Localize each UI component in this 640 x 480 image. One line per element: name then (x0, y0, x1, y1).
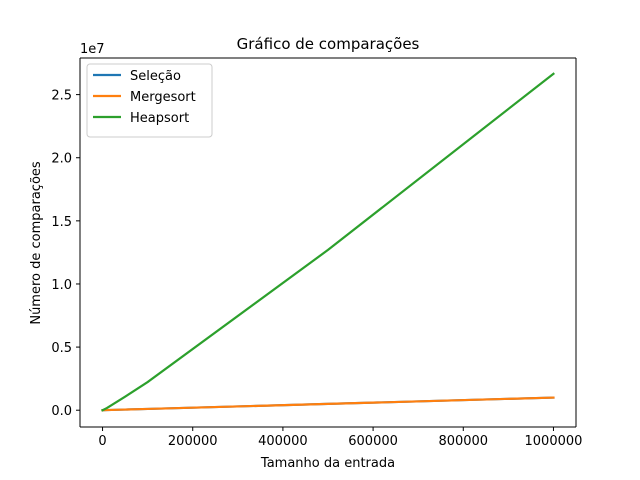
chart-title: Gráfico de comparações (237, 35, 420, 53)
x-tick-label: 400000 (258, 434, 308, 449)
legend-label-3: Heapsort (130, 111, 189, 126)
series-line-2 (101, 396, 555, 412)
x-tick-label: 600000 (348, 434, 398, 449)
legend-label-2: Mergesort (130, 90, 196, 105)
x-tick-label: 200000 (168, 434, 218, 449)
legend: Seleção Mergesort Heapsort (86, 63, 213, 138)
y-tick-label: 1.0 (51, 278, 72, 293)
y-tick-label: 2.0 (51, 152, 72, 167)
y-tick-label: 0.5 (51, 341, 72, 356)
legend-label-1: Seleção (130, 69, 181, 84)
series-line-3 (101, 72, 555, 412)
y-axis-label: Número de comparações (29, 161, 44, 325)
legend-box (86, 63, 213, 138)
y-tick-label: 1.5 (51, 215, 72, 230)
x-tick-label: 0 (98, 434, 106, 449)
series-layer (101, 72, 555, 412)
x-axis-label: Tamanho da entrada (260, 456, 395, 471)
y-tick-label: 2.5 (51, 89, 72, 104)
x-tick-label: 800000 (438, 434, 488, 449)
y-axis: 0.0 0.5 1.0 1.5 2.0 2.5 (51, 89, 80, 419)
y-tick-label: 0.0 (51, 404, 72, 419)
x-tick-label: 1000000 (525, 434, 583, 449)
y-axis-offset-label: 1e7 (80, 42, 105, 57)
x-axis: 0 200000 400000 600000 800000 1000000 (98, 427, 582, 449)
